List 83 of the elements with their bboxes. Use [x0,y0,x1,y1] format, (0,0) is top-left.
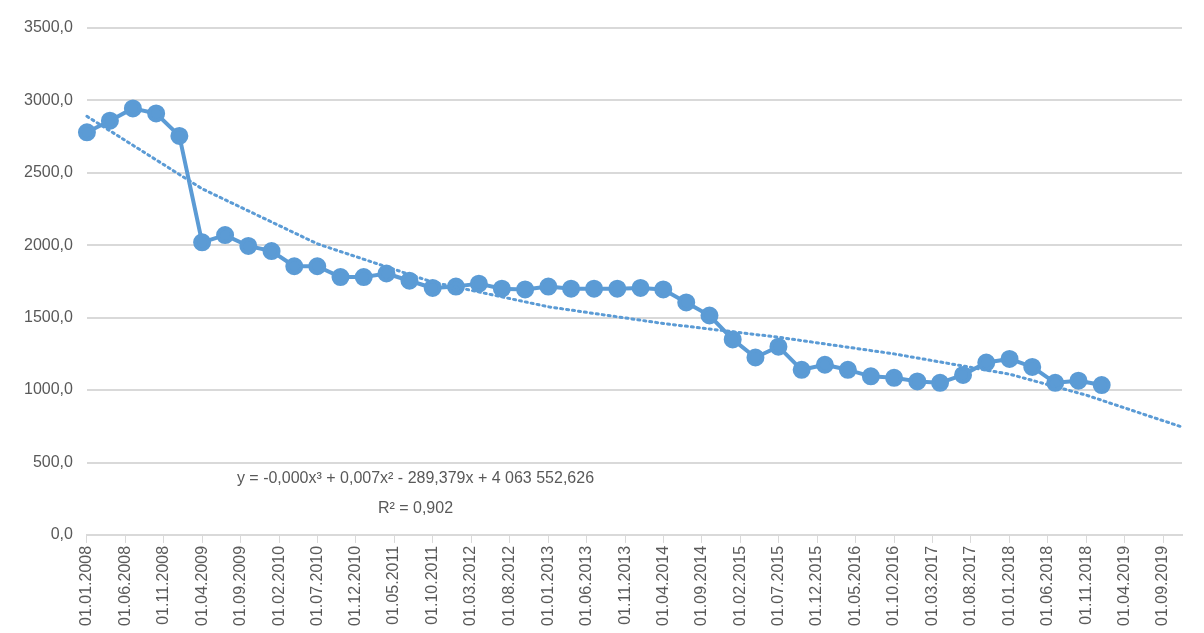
point [700,306,719,325]
point [1069,371,1088,390]
y-tick-label: 3500,0 [24,18,74,36]
point [1023,357,1042,376]
point [100,111,119,130]
point [954,365,973,384]
point [285,257,304,276]
point [608,279,627,298]
point [1000,349,1019,368]
x-tick-label: 01.07.2010 [307,545,325,626]
x-tick-label: 01.09.2014 [692,545,710,626]
point [77,123,96,142]
y-tick-label: 500,0 [32,452,74,470]
point [769,337,788,356]
point [539,277,558,296]
point [677,293,696,312]
point [885,368,904,387]
y-tick-label: 2000,0 [24,235,74,253]
x-tick-label: 01.08.2017 [961,545,979,626]
x-tick-label: 01.02.2010 [269,545,287,626]
x-tick-label: 01.03.2017 [922,545,940,626]
x-tick-label: 01.04.2009 [192,545,210,626]
point [861,367,880,386]
point [931,373,950,392]
point [377,264,396,283]
point [838,360,857,379]
x-tick-label: 01.06.2013 [576,545,594,626]
x-tick-label: 01.10.2011 [423,545,441,625]
x-tick-label: 01.05.2011 [384,545,402,625]
x-tick-label: 01.11.2013 [615,545,633,625]
x-tick-label: 01.09.2009 [231,545,249,626]
x-tick-label: 01.06.2018 [1038,545,1056,626]
point [654,280,673,299]
x-tick-label: 01.02.2015 [730,545,748,626]
x-tick-label: 01.01.2013 [538,545,556,626]
y-tick-label: 1000,0 [24,380,74,398]
x-tick-label: 01.01.2008 [77,545,95,626]
point [815,355,834,374]
y-tick-label: 0,0 [50,525,74,543]
point [400,271,419,290]
point [170,126,189,145]
point [239,236,258,255]
x-tick-label: 01.11.2008 [154,545,172,625]
annotation: y = -0,000x³ + 0,007x² - 289,379x + 4 063 552,626 [236,469,595,487]
y-tick-label: 1500,0 [24,308,74,326]
point [147,104,166,123]
point [354,268,373,287]
point [723,330,742,349]
point [216,226,235,245]
point [308,257,327,276]
point [492,279,511,298]
point [792,360,811,379]
point [631,278,650,297]
point [746,348,765,367]
x-tick-label: 01.11.2018 [1076,545,1094,625]
point [469,274,488,293]
annotation: R² = 0,902 [377,499,454,517]
x-tick-label: 01.10.2016 [884,545,902,626]
x-tick-label: 01.07.2015 [768,545,786,626]
point [516,280,535,299]
y-tick-label: 2500,0 [24,163,74,181]
point [423,278,442,297]
x-tick-label: 01.12.2015 [807,545,825,626]
x-tick-label: 01.06.2008 [115,545,133,626]
point [123,99,142,118]
point [562,279,581,298]
point [331,268,350,287]
x-tick-label: 01.09.2019 [1153,545,1171,626]
point [1092,376,1111,395]
point [262,242,281,261]
point [908,372,927,391]
x-tick-label: 01.12.2010 [346,545,364,626]
x-tick-label: 01.04.2019 [1114,545,1132,626]
point [1046,373,1065,392]
x-tick-label: 01.08.2012 [500,545,518,626]
y-tick-label: 3000,0 [24,90,74,108]
x-tick-label: 01.04.2014 [653,545,671,626]
x-tick-label: 01.05.2016 [845,545,863,626]
point [585,279,604,298]
point [193,233,212,252]
point [977,353,996,372]
x-tick-label: 01.01.2018 [999,545,1017,626]
x-tick-label: 01.03.2012 [461,545,479,626]
